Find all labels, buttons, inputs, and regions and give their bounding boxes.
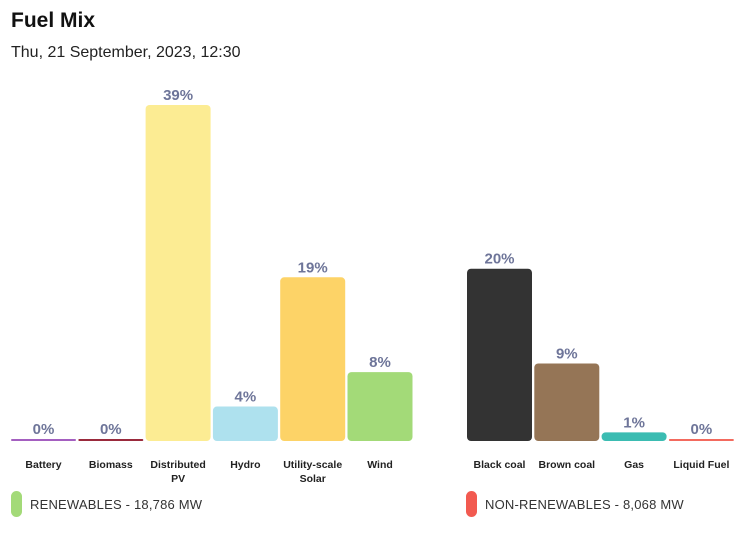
category-label-distributed-pv: Distributed PV (150, 459, 205, 485)
bar-gas[interactable] (601, 432, 667, 441)
value-label-wind: 8% (369, 354, 391, 371)
legend-non-renewables-swatch (466, 491, 477, 517)
category-label-liquid-fuel: Liquid Fuel (673, 459, 729, 471)
value-label-distributed-pv: 39% (163, 87, 193, 104)
category-label-biomass: Biomass (89, 459, 133, 471)
legend-non-renewables: NON-RENEWABLES - 8,068 MW (466, 490, 684, 518)
legend-renewables: RENEWABLES - 18,786 MW (11, 490, 202, 518)
value-label-battery: 0% (33, 421, 55, 438)
bar-battery[interactable] (11, 439, 76, 441)
value-label-black-coal: 20% (484, 251, 514, 268)
fuel-mix-bar-chart: 0% Battery 0% Biomass 39% Distributed PV 4% Hydr… (11, 87, 734, 485)
bar-hydro[interactable] (212, 406, 278, 441)
bar-liquid-fuel[interactable] (668, 439, 734, 441)
category-label-hydro: Hydro (230, 459, 260, 471)
category-label-brown-coal: Brown coal (539, 459, 596, 471)
bar-biomass[interactable] (78, 439, 144, 441)
value-label-liquid-fuel: 0% (691, 421, 713, 438)
bar-brown-coal[interactable] (534, 363, 600, 441)
legend-non-renewables-label: NON-RENEWABLES - 8,068 MW (485, 496, 684, 512)
bar-black-coal[interactable] (467, 268, 532, 441)
legend-renewables-label: RENEWABLES - 18,786 MW (30, 496, 203, 512)
category-label-battery: Battery (25, 459, 61, 471)
category-label-wind: Wind (367, 459, 393, 471)
value-label-brown-coal: 9% (556, 345, 578, 362)
legend-renewables-swatch (11, 491, 22, 517)
bar-utility-scale-solar[interactable] (280, 277, 346, 441)
category-label-gas: Gas (624, 459, 644, 471)
value-label-gas: 1% (623, 414, 645, 431)
category-label-black-coal: Black coal (474, 459, 526, 471)
value-label-utility-scale-solar: 19% (298, 259, 328, 276)
value-label-biomass: 0% (100, 421, 122, 438)
value-label-hydro: 4% (235, 389, 257, 406)
bar-wind[interactable] (347, 372, 413, 441)
category-label-utility-scale-solar: Utility-scale Solar (283, 459, 342, 485)
chart-timestamp: Thu, 21 September, 2023, 12:30 (11, 44, 241, 61)
chart-title: Fuel Mix (11, 9, 96, 32)
bar-distributed-pv[interactable] (145, 105, 211, 441)
